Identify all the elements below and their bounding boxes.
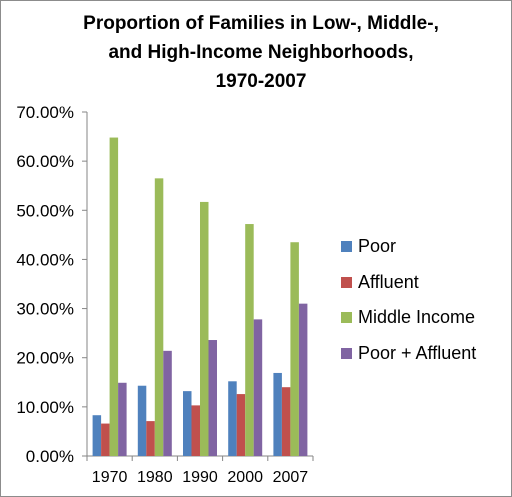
- bar-poor-affluent-1990: [208, 340, 217, 456]
- bar-poor-1990: [183, 391, 192, 456]
- y-tick-label: 40.00%: [16, 250, 74, 269]
- x-tick-label: 2007: [273, 469, 309, 486]
- legend-swatch-middle-income: [341, 312, 352, 324]
- legend-item-poor-plus-affluent: Poor + Affluent: [341, 336, 476, 372]
- legend-label-middle-income: Middle Income: [358, 307, 476, 328]
- legend-item-affluent: Affluent: [341, 265, 476, 301]
- legend-label-affluent: Affluent: [358, 271, 419, 292]
- legend-label-poor-plus-affluent: Poor + Affluent: [358, 342, 477, 363]
- chart-title: Proportion of Families in Low-, Middle-,…: [41, 9, 481, 96]
- bar-middle-income-2007: [290, 242, 299, 456]
- bar-poor-2007: [273, 372, 282, 456]
- bar-middle-income-1990: [200, 201, 209, 456]
- chart-title-line-3: 1970-2007: [215, 71, 307, 92]
- legend-label-poor: Poor: [358, 236, 397, 257]
- legend-swatch-poor: [341, 241, 352, 253]
- legend-item-poor: Poor: [341, 229, 476, 265]
- y-tick-label: 30.00%: [16, 300, 74, 319]
- bar-affluent-2007: [281, 387, 291, 456]
- bar-poor-affluent-2007: [298, 303, 308, 456]
- bar-poor-affluent-1970: [118, 382, 127, 456]
- bar-poor-affluent-1980: [163, 350, 172, 456]
- bar-poor-1970: [92, 415, 102, 456]
- bar-poor-1980: [137, 385, 147, 456]
- chart-legend: Poor Affluent Middle Income Poor + Afflu…: [341, 229, 476, 371]
- y-tick-label: 10.00%: [16, 398, 74, 417]
- x-tick-label: 1990: [182, 469, 218, 486]
- chart-title-line-1: Proportion of Families in Low-, Middle-,: [83, 13, 439, 34]
- bar-middle-income-2000: [245, 224, 254, 456]
- y-tick-label: 0.00%: [26, 447, 74, 466]
- bar-affluent-1990: [191, 405, 200, 456]
- bar-poor-2000: [228, 381, 237, 456]
- x-tick-label: 2000: [227, 469, 263, 486]
- bar-middle-income-1970: [109, 137, 119, 456]
- bar-middle-income-1980: [154, 178, 164, 457]
- bar-affluent-1970: [101, 423, 110, 456]
- bar-affluent-1980: [146, 421, 155, 456]
- y-tick-label: 60.00%: [16, 152, 74, 171]
- legend-swatch-poor-plus-affluent: [341, 347, 352, 359]
- y-tick-label: 50.00%: [16, 201, 74, 220]
- x-tick-label: 1980: [137, 469, 173, 486]
- legend-swatch-affluent: [341, 276, 352, 288]
- bar-affluent-2000: [236, 394, 246, 456]
- chart-title-line-2: and High-Income Neighborhoods,: [108, 42, 414, 63]
- x-tick-label: 1970: [92, 469, 128, 486]
- legend-item-middle-income: Middle Income: [341, 300, 476, 336]
- y-tick-label: 70.00%: [16, 103, 74, 122]
- bar-poor-affluent-2000: [253, 319, 263, 456]
- y-tick-label: 20.00%: [16, 349, 74, 368]
